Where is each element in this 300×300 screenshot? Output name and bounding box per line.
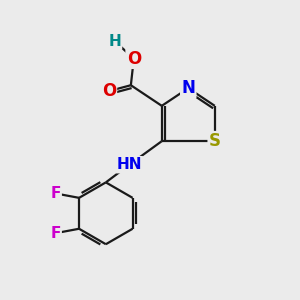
Text: HN: HN xyxy=(117,157,142,172)
Text: F: F xyxy=(50,226,61,241)
Text: F: F xyxy=(50,186,61,201)
Text: S: S xyxy=(209,132,221,150)
Text: N: N xyxy=(181,79,195,97)
Text: O: O xyxy=(102,82,116,100)
Text: H: H xyxy=(108,34,121,49)
Text: O: O xyxy=(127,50,141,68)
